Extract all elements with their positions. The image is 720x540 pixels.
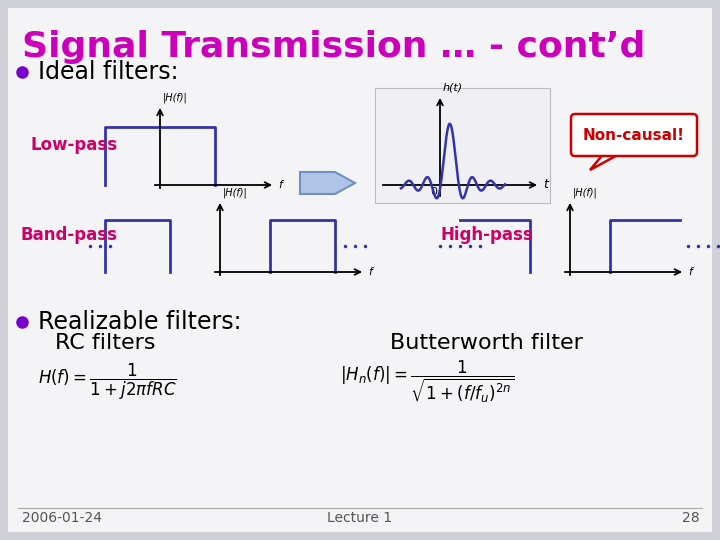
FancyBboxPatch shape xyxy=(8,8,712,532)
Text: Band-pass: Band-pass xyxy=(20,226,117,244)
Text: |H(f)|: |H(f)| xyxy=(573,187,598,198)
Text: 0: 0 xyxy=(431,187,438,197)
Text: Signal Transmission … - cont’d: Signal Transmission … - cont’d xyxy=(22,30,645,64)
Text: Butterworth filter: Butterworth filter xyxy=(390,333,583,353)
Text: Low-pass: Low-pass xyxy=(30,136,117,154)
Text: 28: 28 xyxy=(683,511,700,525)
Text: t: t xyxy=(543,179,548,192)
Text: Realizable filters:: Realizable filters: xyxy=(38,310,241,334)
Text: |H(f)|: |H(f)| xyxy=(223,187,248,198)
FancyBboxPatch shape xyxy=(571,114,697,156)
Text: $H(f) = \dfrac{1}{1+j2\pi fRC}$: $H(f) = \dfrac{1}{1+j2\pi fRC}$ xyxy=(38,362,177,402)
Text: RC filters: RC filters xyxy=(55,333,156,353)
Text: Non-causal!: Non-causal! xyxy=(583,127,685,143)
Text: |H(f)|: |H(f)| xyxy=(163,92,188,103)
Text: h(t): h(t) xyxy=(443,82,463,92)
Text: $|H_n(f)| = \dfrac{1}{\sqrt{1+(f/f_u)^{2n}}}$: $|H_n(f)| = \dfrac{1}{\sqrt{1+(f/f_u)^{2… xyxy=(340,359,515,405)
Text: 2006-01-24: 2006-01-24 xyxy=(22,511,102,525)
Text: f: f xyxy=(368,267,372,277)
Text: Ideal filters:: Ideal filters: xyxy=(38,60,179,84)
Text: Lecture 1: Lecture 1 xyxy=(328,511,392,525)
FancyBboxPatch shape xyxy=(375,88,550,203)
Text: High-pass: High-pass xyxy=(440,226,533,244)
Polygon shape xyxy=(590,152,623,170)
Text: f: f xyxy=(278,180,282,190)
FancyArrow shape xyxy=(300,172,355,194)
Text: f: f xyxy=(688,267,692,277)
